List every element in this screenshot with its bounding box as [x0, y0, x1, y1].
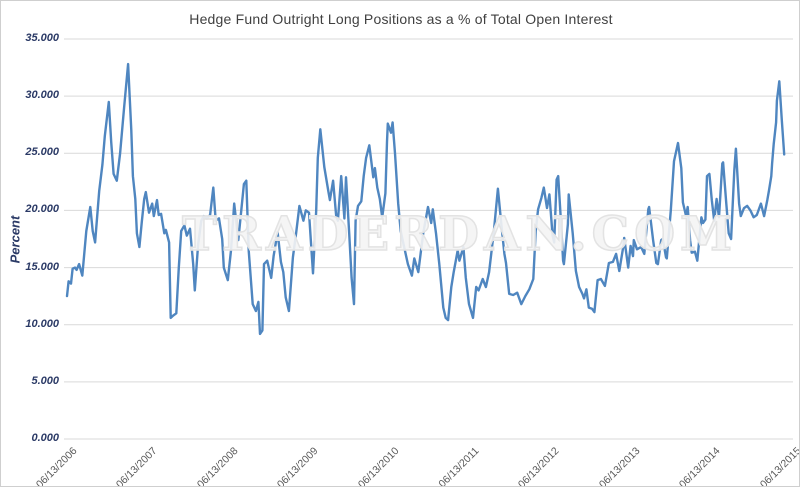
data-series-line [65, 62, 786, 336]
y-tick-label: 10.000 [25, 317, 59, 330]
y-tick-label: 25.000 [25, 146, 59, 159]
chart-title: Hedge Fund Outright Long Positions as a … [189, 11, 613, 27]
y-tick-label: 20.000 [25, 203, 59, 216]
y-tick-label: 35.000 [25, 32, 59, 44]
y-tick-label: 15.000 [25, 260, 59, 273]
y-tick-label: 30.000 [25, 89, 59, 102]
y-tick-label: 0.000 [31, 432, 59, 444]
y-tick-label: 5.000 [31, 374, 59, 387]
